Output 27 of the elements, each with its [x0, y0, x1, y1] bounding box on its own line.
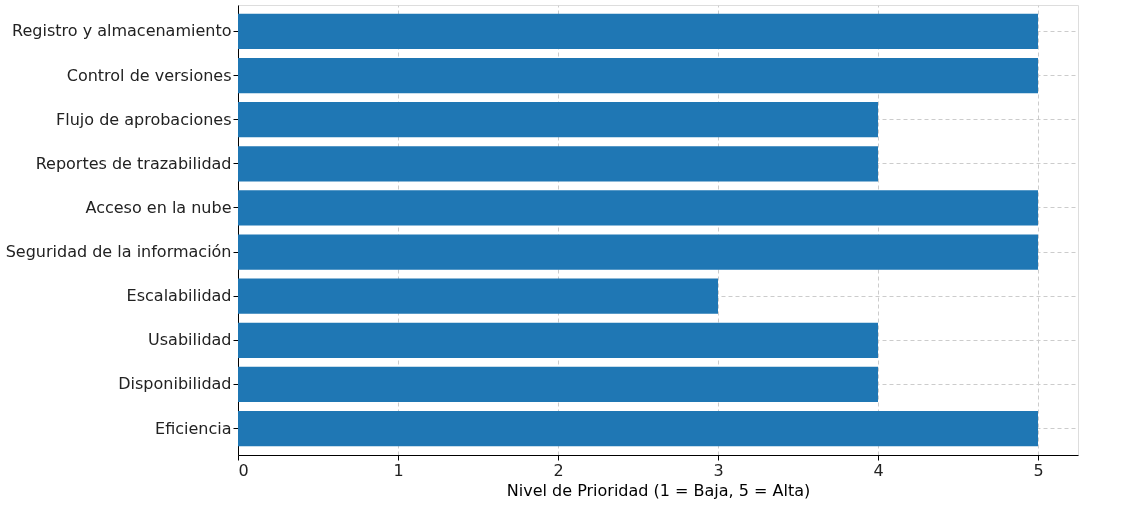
bar: [238, 13, 1038, 50]
y-tick-label: Reportes de trazabilidad: [35, 153, 232, 173]
y-tick-label: Escalabilidad: [126, 286, 232, 306]
bar: [238, 234, 1038, 270]
bar: [238, 102, 878, 138]
bar: [238, 278, 718, 314]
x-tick-label: 5: [1033, 460, 1044, 480]
bar: [238, 410, 1038, 447]
bar: [238, 190, 1038, 226]
x-tick-label: 0: [238, 460, 249, 480]
x-tick-label: 1: [393, 460, 404, 480]
x-tick-label: 2: [553, 460, 564, 480]
bar: [238, 322, 878, 358]
y-tick-label: Disponibilidad: [118, 374, 232, 394]
bar: [238, 366, 878, 403]
y-tick-label: Usabilidad: [148, 330, 232, 350]
x-tick-label: 4: [873, 460, 884, 480]
y-tick-label: Registro y almacenamiento: [12, 21, 232, 41]
bar: [238, 146, 878, 182]
x-axis-title: Nivel de Prioridad (1 = Baja, 5 = Alta): [506, 480, 811, 500]
y-tick-label: Flujo de aprobaciones: [56, 109, 232, 129]
x-tick-label: 3: [713, 460, 724, 480]
y-tick-label: Control de versiones: [66, 65, 232, 85]
y-tick-label: Seguridad de la información: [5, 242, 232, 262]
y-tick-label: Acceso en la nube: [85, 197, 232, 217]
y-tick-label: Eficiencia: [155, 418, 232, 438]
bar: [238, 57, 1038, 94]
